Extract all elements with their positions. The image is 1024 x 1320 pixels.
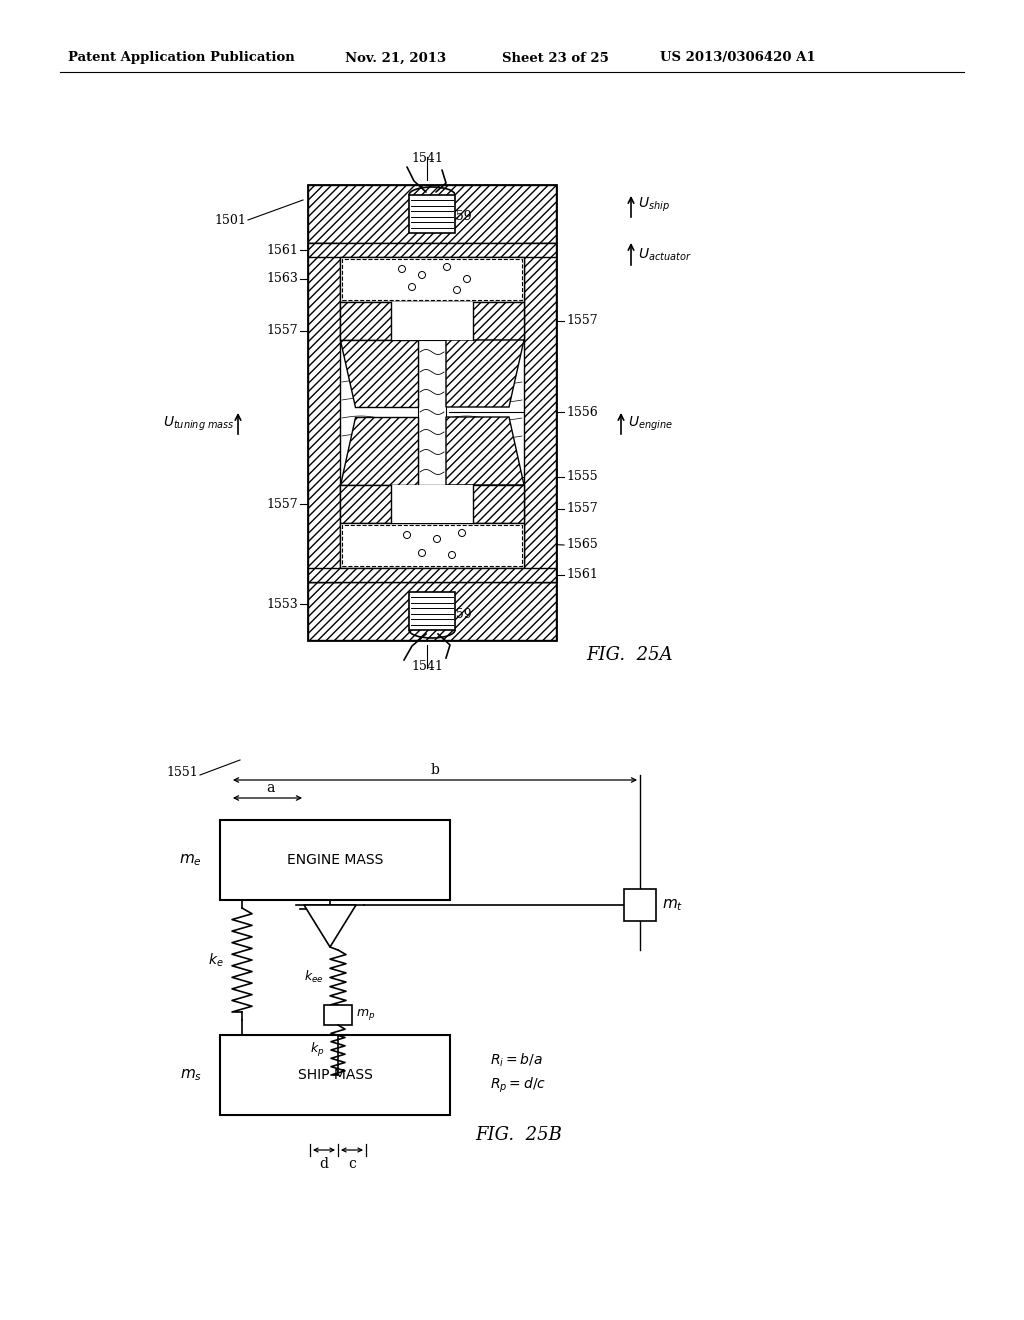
Bar xyxy=(308,243,340,582)
Text: 1541: 1541 xyxy=(411,660,443,673)
Text: $k_e$: $k_e$ xyxy=(209,952,224,969)
Text: 1563: 1563 xyxy=(266,272,298,285)
Bar xyxy=(418,341,446,523)
Bar xyxy=(340,302,524,341)
Text: $m_t$: $m_t$ xyxy=(662,898,683,913)
Text: Nov. 21, 2013: Nov. 21, 2013 xyxy=(345,51,446,65)
Text: ENGINE MASS: ENGINE MASS xyxy=(287,853,383,867)
Text: 1501: 1501 xyxy=(214,214,246,227)
Polygon shape xyxy=(446,341,524,407)
Bar xyxy=(308,568,556,582)
Text: $U_{engine}$: $U_{engine}$ xyxy=(628,414,673,433)
Polygon shape xyxy=(446,417,524,484)
Text: $k_p$: $k_p$ xyxy=(309,1041,324,1059)
Bar xyxy=(409,195,455,234)
Text: $m_s$: $m_s$ xyxy=(180,1067,202,1082)
Text: 1555: 1555 xyxy=(566,470,598,483)
Text: $R_p = d/c$: $R_p = d/c$ xyxy=(490,1076,546,1094)
Text: $R_i = b/a$: $R_i = b/a$ xyxy=(490,1051,543,1069)
Bar xyxy=(308,582,556,640)
Bar xyxy=(342,525,522,566)
Text: a: a xyxy=(266,781,274,795)
Bar xyxy=(324,1005,352,1026)
Bar xyxy=(524,243,556,582)
Bar xyxy=(220,820,450,900)
Bar xyxy=(220,1035,450,1115)
Text: 1565: 1565 xyxy=(566,539,598,552)
Text: 1541: 1541 xyxy=(411,152,443,165)
Text: 1553: 1553 xyxy=(266,598,298,610)
Bar xyxy=(308,185,556,640)
Bar xyxy=(391,302,473,341)
Text: 1557: 1557 xyxy=(566,503,598,516)
Bar xyxy=(391,484,473,523)
Text: FIG.  25A: FIG. 25A xyxy=(586,645,673,664)
Text: $U_{ship}$: $U_{ship}$ xyxy=(638,195,670,214)
Text: FIG.  25B: FIG. 25B xyxy=(475,1126,562,1144)
Text: Sheet 23 of 25: Sheet 23 of 25 xyxy=(502,51,609,65)
Bar xyxy=(308,243,556,257)
Text: 1557: 1557 xyxy=(266,498,298,511)
Polygon shape xyxy=(340,417,418,484)
Bar xyxy=(308,185,556,243)
Text: SHIP MASS: SHIP MASS xyxy=(298,1068,373,1082)
Text: $U_{tuning\ mass}$: $U_{tuning\ mass}$ xyxy=(163,414,234,433)
Text: Patent Application Publication: Patent Application Publication xyxy=(68,51,295,65)
Polygon shape xyxy=(304,906,356,946)
Text: 1559: 1559 xyxy=(440,210,472,223)
Text: $m_e$: $m_e$ xyxy=(179,853,202,867)
Text: b: b xyxy=(430,763,439,777)
Text: $U_{actuator}$: $U_{actuator}$ xyxy=(638,247,691,263)
Text: 1561: 1561 xyxy=(266,243,298,256)
Text: US 2013/0306420 A1: US 2013/0306420 A1 xyxy=(660,51,816,65)
Text: 1556: 1556 xyxy=(566,405,598,418)
Text: d: d xyxy=(319,1158,329,1171)
Text: 1551: 1551 xyxy=(166,767,198,780)
Text: 1561: 1561 xyxy=(566,569,598,582)
Text: 1559: 1559 xyxy=(440,607,472,620)
Bar xyxy=(624,888,656,921)
Bar xyxy=(342,259,522,300)
Text: $m_p$: $m_p$ xyxy=(356,1007,376,1023)
Bar xyxy=(340,484,524,523)
Bar xyxy=(409,591,455,630)
Text: $k_{ee}$: $k_{ee}$ xyxy=(304,969,324,985)
Text: 1557: 1557 xyxy=(566,314,598,327)
Bar xyxy=(340,257,524,302)
Bar xyxy=(340,523,524,568)
Polygon shape xyxy=(340,341,418,407)
Text: c: c xyxy=(348,1158,356,1171)
Text: 1557: 1557 xyxy=(266,325,298,338)
